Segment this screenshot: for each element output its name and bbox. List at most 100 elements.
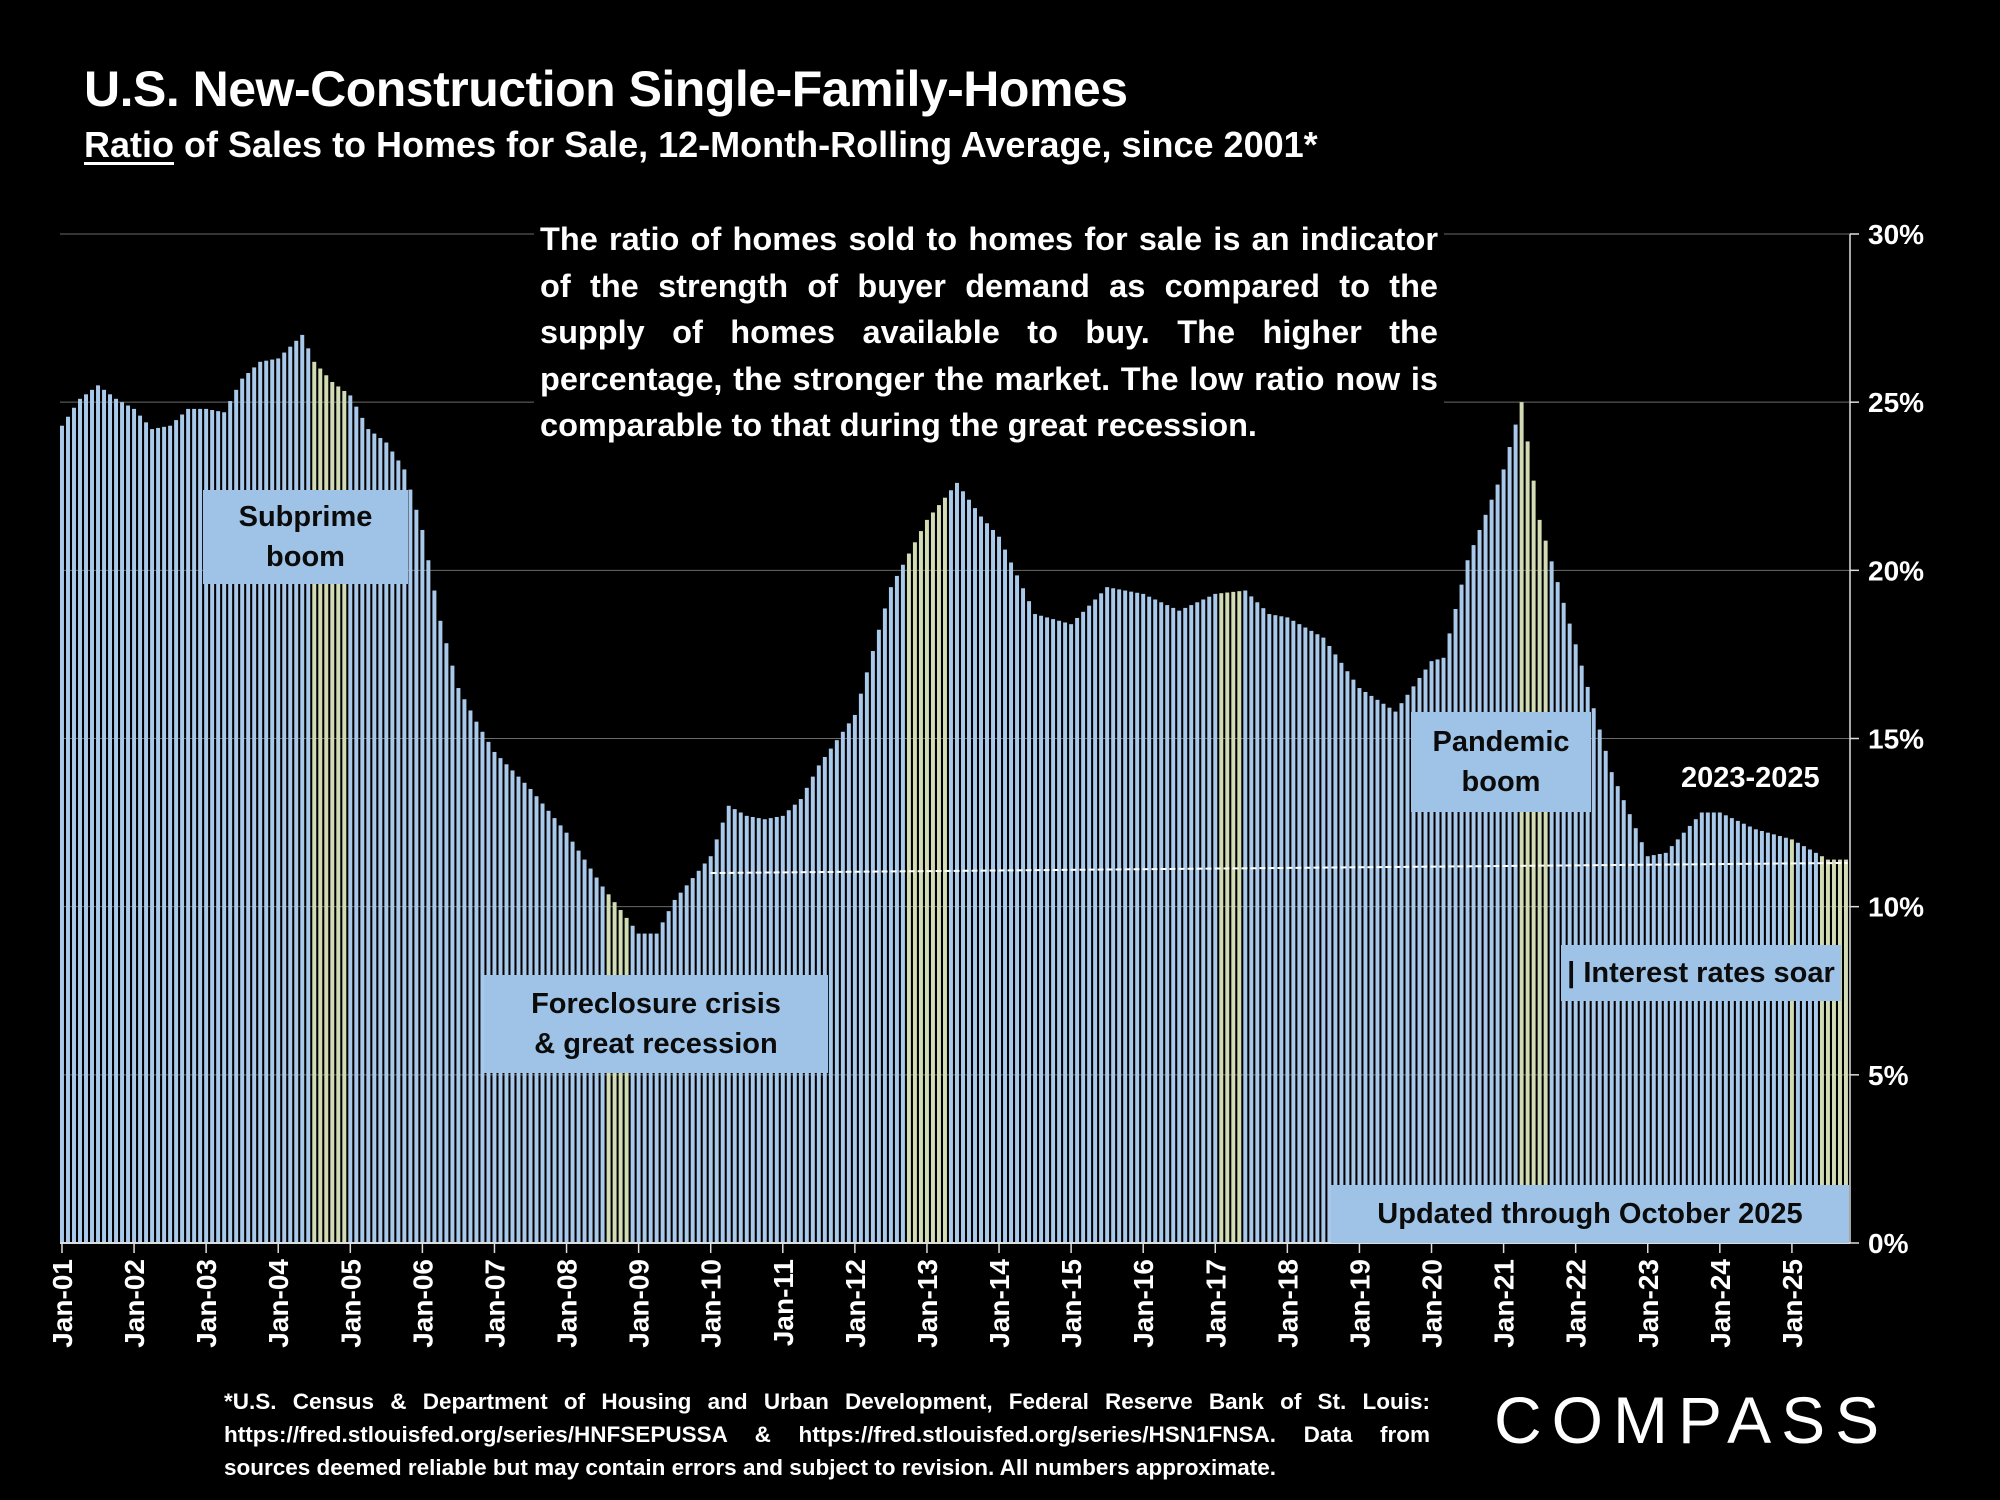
bar-Dec-22 (1639, 842, 1644, 1243)
annotation-updated-through: Updated through October 2025 (1331, 1185, 1849, 1243)
bar-Jun-20 (1459, 584, 1464, 1243)
bar-Apr-09 (654, 933, 659, 1243)
bar-Feb-05 (354, 406, 359, 1243)
bar-Feb-25 (1795, 842, 1800, 1243)
bar-Jun-05 (378, 438, 383, 1243)
bar-Jan-17 (1213, 593, 1218, 1243)
bar-Sep-21 (1549, 561, 1554, 1243)
bar-May-05 (372, 433, 377, 1243)
bar-Jan-21 (1501, 469, 1506, 1243)
x-tick-label: Jan-10 (696, 1259, 727, 1348)
x-tick-label: Jan-11 (768, 1259, 799, 1346)
bar-May-04 (300, 334, 305, 1243)
bar-Apr-21 (1519, 402, 1524, 1243)
bar-Nov-23 (1705, 812, 1710, 1243)
bar-Aug-22 (1615, 786, 1620, 1243)
bar-Mar-01 (72, 407, 76, 1243)
bar-Oct-21 (1555, 582, 1560, 1243)
bar-Nov-12 (912, 542, 917, 1243)
bar-Dec-17 (1279, 616, 1284, 1243)
y-axis-ticks: 0% 5% 10% 15% 20% 25% 30% (1849, 219, 1924, 1259)
bar-Mar-14 (1009, 562, 1014, 1243)
bar-Apr-17 (1231, 591, 1236, 1243)
bar-Nov-04 (336, 386, 341, 1244)
bar-Jan-04 (276, 358, 281, 1243)
bar-Nov-16 (1201, 599, 1206, 1243)
bar-Oct-13 (979, 516, 983, 1243)
bar-Mar-13 (936, 505, 941, 1244)
bar-Mar-09 (648, 933, 653, 1243)
bar-Jul-04 (312, 361, 317, 1243)
bar-Apr-24 (1735, 820, 1740, 1243)
bar-Aug-24 (1759, 830, 1764, 1243)
bar-Sep-12 (900, 564, 905, 1243)
bar-Oct-24 (1771, 834, 1776, 1243)
bar-Jan-19 (1357, 688, 1362, 1243)
bar-Jun-18 (1315, 634, 1320, 1243)
bar-Jun-01 (90, 389, 94, 1244)
bar-Jul-24 (1753, 829, 1758, 1243)
x-axis-ticks: Jan-01 Jan-02 Jan-03 Jan-04 Jan-05 Jan-06 Jan-… (47, 1243, 1808, 1348)
bar-Sep-24 (1765, 832, 1770, 1243)
bar-Jun-21 (1531, 480, 1536, 1243)
y-tick-label: 30% (1868, 219, 1924, 250)
bar-Feb-24 (1723, 815, 1728, 1243)
bar-Jan-18 (1285, 617, 1290, 1243)
bar-Jul-21 (1537, 519, 1542, 1243)
bar-May-18 (1309, 630, 1314, 1243)
bar-Dec-04 (342, 390, 347, 1244)
bar-Dec-12 (918, 531, 923, 1243)
bar-Apr-25 (1807, 849, 1812, 1243)
bar-Oct-18 (1339, 662, 1344, 1243)
bar-Mar-15 (1081, 611, 1086, 1243)
bar-Aug-12 (894, 575, 899, 1243)
bar-Mar-21 (1513, 424, 1518, 1244)
bar-Sep-14 (1045, 617, 1050, 1243)
bar-Jul-02 (168, 425, 173, 1244)
bar-Jan-16 (1141, 593, 1146, 1243)
bar-Aug-02 (174, 420, 179, 1244)
bar-Oct-19 (1411, 686, 1416, 1243)
bar-Jul-13 (961, 491, 965, 1243)
bar-Dec-20 (1495, 484, 1500, 1243)
y-tick-label: 20% (1868, 555, 1924, 586)
bar-Jan-13 (924, 519, 929, 1243)
bar-Apr-03 (222, 412, 227, 1243)
bar-Dec-19 (1423, 669, 1428, 1243)
bar-Jan-03 (204, 408, 209, 1243)
annotation-pandemic-line1: Pandemic (1432, 726, 1570, 758)
bar-Dec-13 (991, 529, 995, 1243)
bar-Oct-14 (1051, 619, 1056, 1243)
bar-Mar-12 (864, 672, 869, 1243)
bar-Nov-22 (1633, 828, 1638, 1243)
bar-Aug-20 (1471, 545, 1476, 1243)
bar-Sep-04 (324, 375, 329, 1243)
bar-Oct-02 (186, 408, 191, 1243)
annotation-subprime-line1: Subprime (238, 501, 373, 533)
compass-logo: COMPASS (1494, 1383, 1890, 1457)
x-tick-label: Jan-03 (191, 1259, 222, 1348)
bar-Jun-12 (882, 608, 887, 1243)
annotation-subprime-boom: Subprime boom (203, 490, 408, 584)
bar-May-16 (1165, 605, 1170, 1243)
description-text: The ratio of homes sold to homes for sal… (534, 214, 1444, 451)
bar-Apr-19 (1375, 699, 1380, 1243)
bar-Jan-25 (1789, 839, 1794, 1243)
bar-Aug-18 (1327, 646, 1332, 1243)
x-tick-label: Jan-25 (1777, 1259, 1808, 1348)
bar-Oct-23 (1699, 812, 1704, 1243)
bar-Apr-05 (366, 429, 371, 1243)
bar-Jun-19 (1387, 707, 1392, 1243)
bar-May-01 (84, 394, 88, 1243)
bar-Jan-05 (348, 395, 353, 1243)
bar-May-09 (660, 922, 665, 1243)
bar-Feb-06 (426, 560, 431, 1243)
bar-Apr-16 (1159, 602, 1164, 1243)
bar-Feb-17 (1219, 593, 1224, 1243)
bar-Jul-20 (1465, 560, 1470, 1243)
x-tick-label: Jan-04 (263, 1259, 294, 1348)
bar-Dec-18 (1351, 679, 1356, 1243)
bar-Jul-25 (1825, 859, 1830, 1243)
y-tick-label: 0% (1868, 1228, 1909, 1259)
bar-May-19 (1381, 703, 1386, 1243)
